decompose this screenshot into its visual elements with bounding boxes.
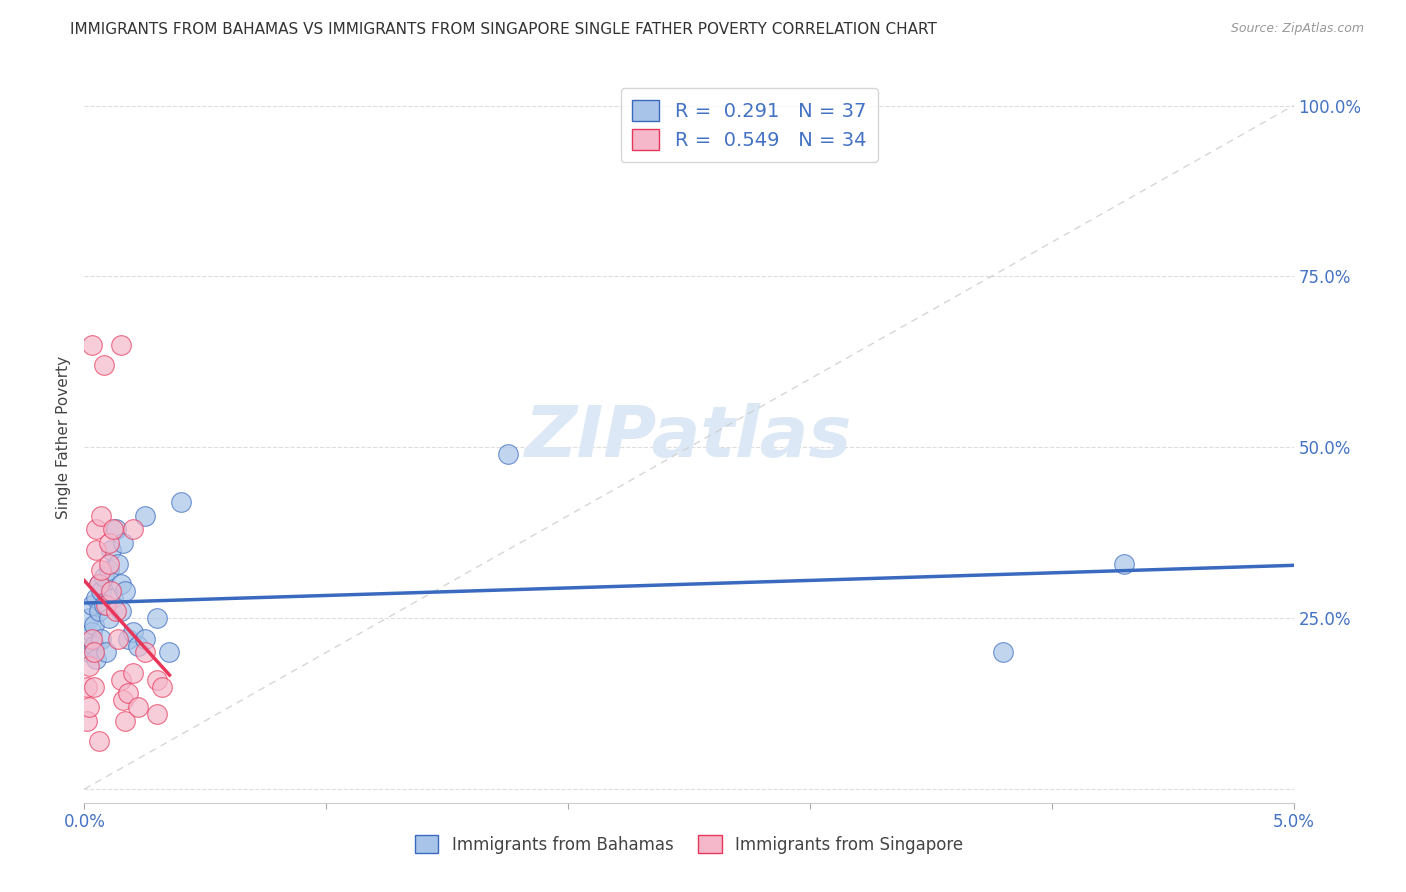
Point: [110, 604, 132, 618]
Point: [87, 577, 110, 591]
Point: [110, 338, 132, 352]
Point: [103, 591, 125, 605]
Point: [97, 563, 120, 577]
Point: [121, 624, 143, 639]
Point: [76, 680, 98, 694]
Text: ZIPatlas: ZIPatlas: [526, 402, 852, 472]
Text: IMMIGRANTS FROM BAHAMAS VS IMMIGRANTS FROM SINGAPORE SINGLE FATHER POVERTY CORRE: IMMIGRANTS FROM BAHAMAS VS IMMIGRANTS FR…: [70, 22, 938, 37]
Point: [121, 665, 143, 680]
Point: [150, 680, 173, 694]
Point: [117, 686, 139, 700]
Point: [1114, 557, 1136, 571]
Point: [97, 536, 120, 550]
Point: [80, 598, 103, 612]
Point: [93, 359, 115, 373]
Point: [993, 645, 1015, 659]
Point: [127, 639, 149, 653]
Point: [496, 447, 519, 461]
Point: [103, 522, 125, 536]
Point: [104, 522, 127, 536]
Point: [97, 557, 120, 571]
Point: [134, 508, 156, 523]
Point: [146, 673, 169, 687]
Point: [107, 632, 129, 646]
Point: [86, 542, 108, 557]
Point: [107, 557, 129, 571]
Point: [80, 632, 103, 646]
Point: [94, 598, 117, 612]
Point: [157, 645, 180, 659]
Point: [83, 639, 105, 653]
Point: [134, 645, 156, 659]
Text: Source: ZipAtlas.com: Source: ZipAtlas.com: [1230, 22, 1364, 36]
Point: [80, 338, 103, 352]
Point: [93, 598, 115, 612]
Point: [170, 495, 193, 509]
Point: [104, 604, 127, 618]
Point: [100, 583, 122, 598]
Point: [134, 632, 156, 646]
Point: [117, 632, 139, 646]
Point: [87, 734, 110, 748]
Point: [87, 577, 110, 591]
Point: [83, 680, 105, 694]
Point: [80, 624, 103, 639]
Point: [76, 632, 98, 646]
Point: [110, 577, 132, 591]
Point: [77, 645, 100, 659]
Point: [83, 618, 105, 632]
Point: [97, 611, 120, 625]
Point: [86, 522, 108, 536]
Point: [77, 700, 100, 714]
Point: [76, 714, 98, 728]
Point: [121, 522, 143, 536]
Point: [94, 645, 117, 659]
Point: [127, 700, 149, 714]
Point: [77, 611, 100, 625]
Point: [93, 570, 115, 584]
Point: [112, 536, 135, 550]
Point: [146, 706, 169, 721]
Point: [77, 659, 100, 673]
Y-axis label: Single Father Poverty: Single Father Poverty: [56, 356, 72, 518]
Point: [90, 508, 112, 523]
Point: [112, 693, 135, 707]
Point: [114, 714, 136, 728]
Point: [100, 542, 122, 557]
Point: [114, 583, 136, 598]
Point: [86, 652, 108, 666]
Legend: Immigrants from Bahamas, Immigrants from Singapore: Immigrants from Bahamas, Immigrants from…: [408, 829, 970, 860]
Point: [90, 632, 112, 646]
Point: [110, 673, 132, 687]
Point: [146, 611, 169, 625]
Point: [90, 583, 112, 598]
Point: [90, 563, 112, 577]
Point: [83, 645, 105, 659]
Point: [86, 591, 108, 605]
Point: [87, 604, 110, 618]
